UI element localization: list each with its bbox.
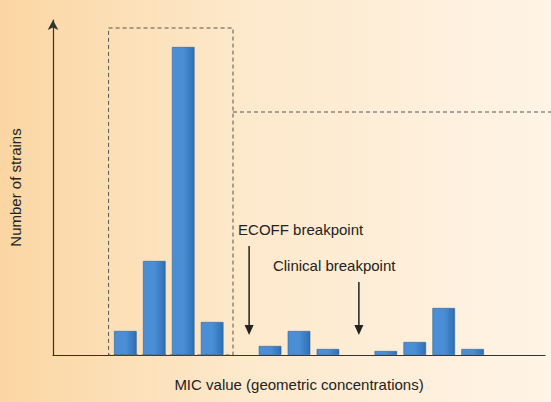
svg-text:MIC value (geometric concentra: MIC value (geometric concentrations) — [174, 376, 423, 393]
svg-text:Number of strains: Number of strains — [7, 128, 24, 246]
svg-text:ECOFF breakpoint: ECOFF breakpoint — [238, 221, 364, 238]
svg-text:Clinical breakpoint: Clinical breakpoint — [273, 257, 396, 274]
